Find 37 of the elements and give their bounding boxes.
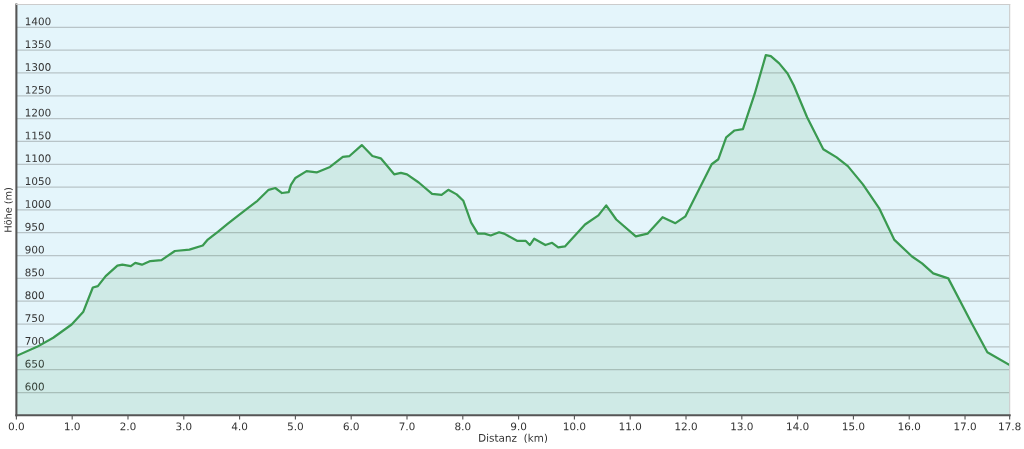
y-tick-label: 1100 (25, 154, 51, 163)
x-tick-label: 1.0 (65, 422, 80, 431)
x-tick-label: 6.0 (343, 422, 359, 431)
x-tick-label: 17.0 (954, 422, 976, 431)
x-tick-label: 2.0 (120, 422, 136, 431)
x-tick-label: 15.0 (842, 422, 865, 431)
y-axis-title: Höhe (m) (4, 187, 13, 232)
y-tick-label: 850 (25, 268, 44, 277)
y-tick-label: 1300 (25, 63, 51, 71)
y-tick-label: 1400 (25, 17, 51, 26)
y-tick-label: 750 (25, 314, 44, 323)
x-tick-label: 9.0 (510, 422, 527, 431)
x-tick-label: 12.0 (675, 422, 697, 431)
x-tick-label: 14.0 (787, 422, 809, 431)
y-tick-label: 1350 (25, 40, 51, 49)
x-tick-label: 4.0 (231, 422, 248, 431)
y-tick-label: 600 (25, 382, 44, 391)
y-tick-label: 800 (25, 291, 44, 300)
y-tick-label: 900 (25, 245, 44, 254)
x-tick-label: 0.0 (8, 422, 24, 431)
y-tick-label: 650 (25, 359, 44, 368)
x-tick-label: 13.0 (731, 422, 753, 431)
y-tick-label: 950 (25, 222, 44, 231)
x-tick-label: 17.8 (999, 422, 1021, 431)
x-tick-label: 10.0 (563, 422, 586, 431)
y-tick-label: 1200 (25, 108, 51, 117)
y-tick-label: 1050 (25, 177, 51, 186)
y-tick-label: 1000 (25, 200, 51, 208)
y-tick-label: 1250 (25, 85, 51, 94)
y-tick-label: 1150 (25, 131, 51, 140)
x-tick-label: 8.0 (455, 422, 471, 431)
x-tick-label: 11.0 (619, 422, 642, 431)
x-tick-label: 7.0 (399, 422, 415, 431)
x-tick-label: 3.0 (176, 422, 192, 431)
x-axis-title: Distanz (km) (479, 433, 548, 444)
x-tick-label: 16.0 (898, 422, 921, 431)
x-tick-label: 5.0 (287, 422, 303, 431)
